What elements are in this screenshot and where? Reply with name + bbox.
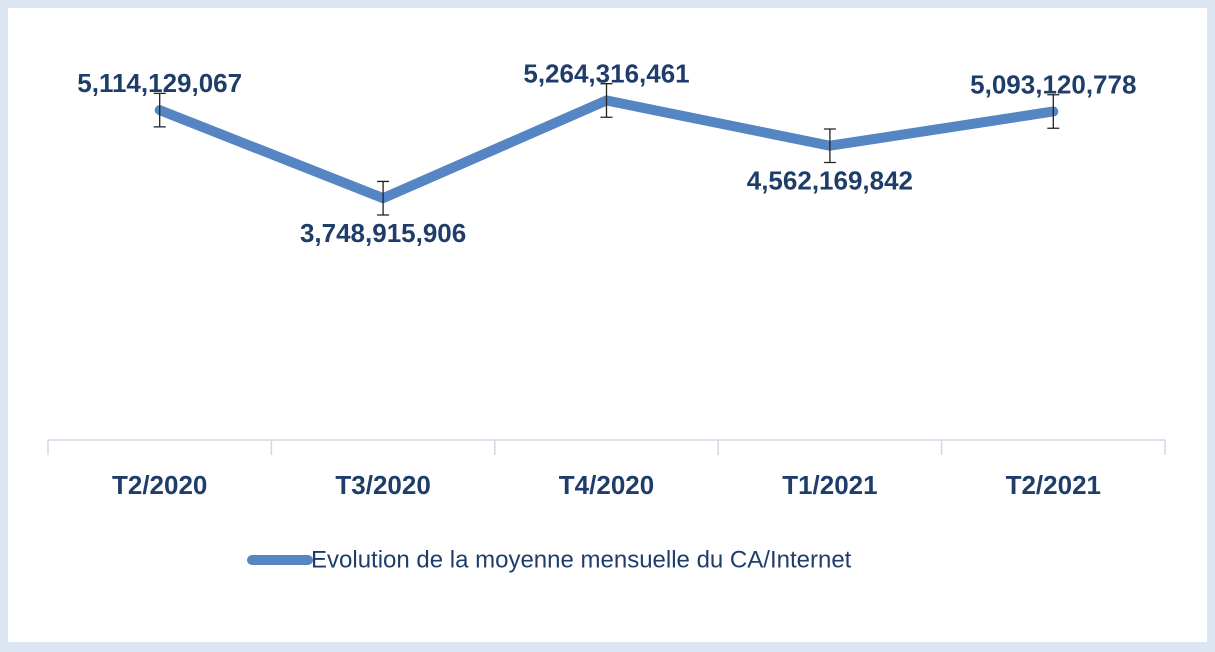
error-bar (377, 180, 390, 216)
x-tick-label: T4/2020 (559, 470, 654, 500)
legend-label: Evolution de la moyenne mensuelle du CA/… (311, 546, 852, 573)
error-bar (1047, 94, 1060, 129)
x-tick-label: T2/2020 (112, 470, 207, 500)
data-label: 5,114,129,067 (77, 68, 242, 98)
error-bar (823, 128, 836, 164)
error-bar (600, 83, 613, 118)
data-label: 5,264,316,461 (523, 58, 689, 88)
data-label: 5,093,120,778 (970, 69, 1136, 99)
data-label: 3,748,915,906 (300, 218, 466, 248)
error-bar (153, 92, 166, 128)
x-tick-label: T3/2020 (335, 470, 430, 500)
x-tick-label: T2/2021 (1006, 470, 1101, 500)
data-label: 4,562,169,842 (747, 166, 913, 196)
x-tick-label: T1/2021 (782, 470, 877, 500)
